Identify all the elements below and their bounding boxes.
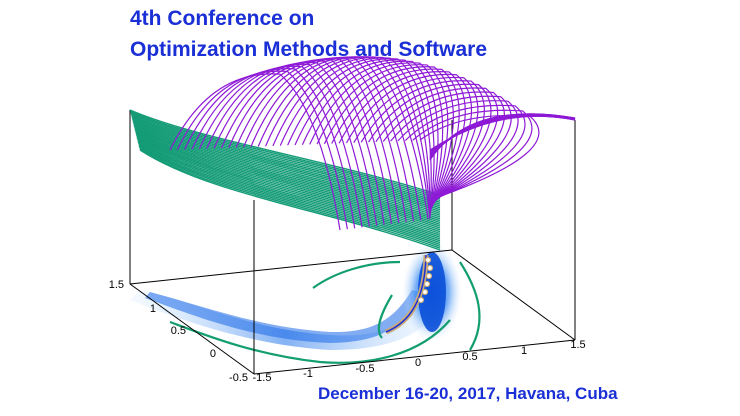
contour-lines — [169, 260, 481, 364]
optimization-path — [384, 254, 434, 335]
green-ribbon-line — [131, 116, 441, 205]
y-axis-ticks: 1.5 1 0.5 0 -0.5 — [109, 279, 248, 384]
green-ribbon-line — [133, 122, 441, 214]
green-ribbon-line — [137, 142, 441, 242]
title-line-1: 4th Conference on — [130, 7, 315, 30]
purple-surface — [169, 56, 576, 231]
green-ribbon-line — [132, 118, 441, 209]
purple-mesh-line — [375, 87, 499, 206]
y-tick-label: 1.5 — [109, 279, 124, 291]
purple-mesh-line — [390, 95, 512, 205]
x-tick-label: -1.5 — [253, 372, 272, 384]
heatmap-floor — [130, 242, 462, 350]
purple-mesh-line — [429, 115, 576, 151]
y-tick-label: -0.5 — [229, 372, 248, 384]
x-tick-label: 0.5 — [462, 351, 477, 363]
green-ribbon-line — [132, 121, 441, 213]
green-ribbon-line — [133, 125, 441, 218]
green-ribbon-line — [133, 124, 441, 216]
green-ribbon-line — [130, 112, 441, 200]
purple-mesh-line — [213, 60, 385, 225]
green-ribbon-line — [138, 146, 441, 247]
event-date-location: December 16-20, 2017, Havana, Cuba — [318, 384, 618, 403]
purple-mesh-line — [309, 62, 444, 214]
purple-mesh-line — [368, 83, 492, 207]
purple-mesh-line — [338, 71, 466, 211]
y-tick-label: 0 — [210, 348, 216, 360]
green-ribbon-line — [138, 144, 441, 244]
purple-mesh-line — [184, 68, 356, 229]
title-line-2: Optimization Methods and Software — [130, 38, 488, 61]
green-ribbon-line — [138, 145, 441, 246]
purple-mesh-line — [228, 58, 400, 224]
x-tick-label: 1.5 — [570, 339, 585, 351]
green-ribbon-line — [130, 113, 441, 202]
green-ribbon-line — [136, 136, 441, 233]
green-ribbon-line — [131, 114, 441, 203]
green-ribbon-line — [139, 149, 441, 251]
purple-mesh-line — [331, 68, 460, 211]
green-ribbon-line — [131, 117, 441, 207]
purple-mesh-line — [323, 66, 454, 212]
purple-mesh-line — [316, 64, 449, 213]
y-tick-label: 1 — [150, 303, 156, 315]
purple-mesh-line — [169, 73, 341, 231]
x-tick-label: 0 — [415, 357, 421, 369]
green-ribbon-line — [139, 148, 441, 249]
green-ribbon-line — [137, 140, 441, 238]
purple-mesh-line — [397, 100, 519, 204]
green-ribbon-line — [137, 141, 441, 240]
plot-box — [129, 110, 576, 375]
purple-mesh-line — [360, 80, 485, 208]
y-tick-label: 0.5 — [171, 325, 186, 337]
green-ribbon-line — [129, 109, 441, 196]
purple-mesh-line — [198, 63, 371, 227]
purple-mesh-line — [345, 73, 473, 210]
x-axis-ticks: -1.5 -1 -0.5 0 0.5 1 1.5 — [253, 339, 586, 384]
green-ribbon-line — [135, 134, 441, 231]
x-tick-label: -0.5 — [356, 363, 375, 375]
green-ribbon-line — [132, 120, 441, 211]
x-tick-label: -1 — [303, 368, 313, 380]
green-ribbon-line — [136, 138, 441, 236]
green-ribbon-line — [136, 137, 441, 235]
purple-mesh-line — [382, 91, 505, 205]
green-ribbon-line — [135, 133, 441, 229]
x-tick-label: 1 — [521, 345, 527, 357]
green-ribbon-line — [130, 110, 441, 198]
green-surface — [129, 109, 441, 251]
green-ribbon-line — [134, 126, 441, 220]
purple-mesh-line — [404, 104, 526, 203]
purple-mesh-line — [419, 114, 540, 201]
purple-mesh-line — [353, 76, 479, 209]
